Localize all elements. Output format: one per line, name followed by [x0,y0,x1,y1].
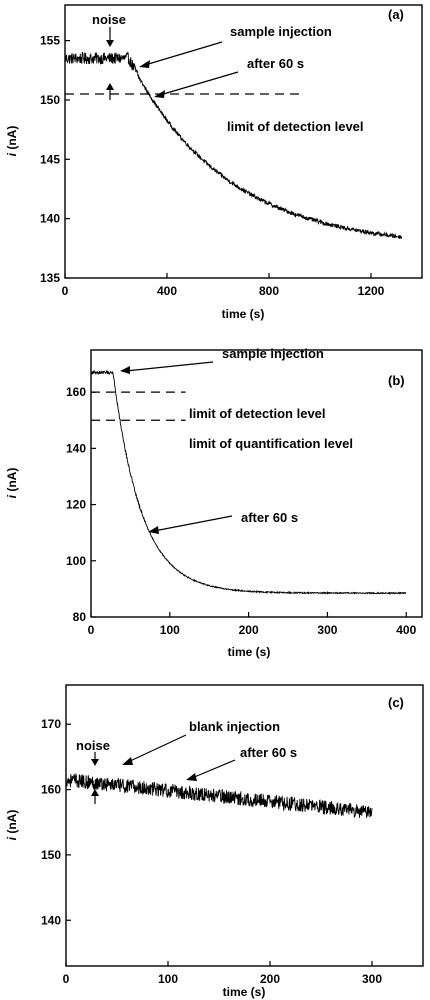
panel-a-noise-arrows [106,27,114,100]
panel-c-after60-arrowhead [186,773,197,781]
panel-a-xtick-label: 0 [62,284,69,298]
panel-b-ytick-label: 80 [73,610,87,624]
panel-b-ylabel-i: i [5,494,19,498]
panel-c-ylabel-i: i [5,836,19,840]
panel-b-ylabel: i (nA) [5,468,19,499]
panel-c-frame [65,684,424,967]
panel-a-injection-label: sample injection [230,24,332,39]
panel-c-noise-arrowhead-top [91,759,99,766]
panel-a-noise-arrowhead-bottom [106,83,114,90]
panel-b-injection-arrowhead [120,366,130,374]
panel-a-injection-arrow [144,41,223,66]
panel-c-xtick-label: 200 [260,972,280,986]
panel-a-after60-arrow [159,71,239,96]
panel-b-after60-label: after 60 s [241,510,298,525]
panel-a-ytick-label: 155 [40,34,60,48]
panel-a-lod-label: limit of detection level [227,119,364,134]
panel-b-xlabel: time (s) [228,645,271,659]
panel-a-trace [64,51,403,240]
panel-b-ytick-label: 140 [66,441,86,455]
panel-a-after60-arrowhead [154,90,165,98]
panel-c-noise-label: noise [76,738,110,753]
panel-b-frame [90,349,423,618]
panel-b-after60-arrow [153,515,233,532]
panel-a-ytick-label: 140 [40,212,60,226]
panel-c-after60-arrow [191,759,236,779]
panel-c-xtick-label: 100 [158,972,178,986]
panel-a-ytick-label: 150 [40,93,60,107]
panel-c-blank-arrow [127,734,187,763]
panel-b-ylabel-unit: (nA) [5,468,19,495]
panel-a-noise-arrowhead-top [106,40,114,47]
panel-b-ytick-label: 100 [66,554,86,568]
panel-b-xtick-label: 0 [88,623,95,637]
panel-a-label: (a) [388,7,404,22]
panel-b-loq-label: limit of quantification level [189,436,353,451]
panel-c-xlabel: time (s) [223,985,266,999]
panel-c-ytick-label: 150 [41,848,61,862]
panel-c-label: (c) [388,695,404,710]
panel-b-trace [90,369,407,596]
panel-a-ylabel-unit: (nA) [5,126,19,153]
panel-a-xtick-label: 800 [259,284,279,298]
panel-b-after60-arrowhead [148,526,159,534]
panel-c-noise-arrowhead-bottom [91,789,99,796]
panel-a-injection-arrowhead [139,60,150,68]
panel-c-ytick-label: 160 [41,783,61,797]
panel-c-after60-label: after 60 s [240,745,297,760]
panel-b-injection-arrow [125,361,214,372]
panel-c-ylabel-unit: (nA) [5,810,19,837]
panel-a-xtick-label: 400 [157,284,177,298]
panel-c-blank-label: blank injection [189,719,280,734]
panel-a-ylabel: i (nA) [5,126,19,157]
panel-a-ytick-label: 135 [40,271,60,285]
panel-c-ytick-label: 140 [41,913,61,927]
panel-b-xtick-label: 100 [160,623,180,637]
panel-b-ytick-label: 160 [66,385,86,399]
panel-b-xtick-label: 400 [396,623,416,637]
panel-c-ylabel: i (nA) [5,810,19,841]
panel-a-after60-label: after 60 s [247,56,304,71]
panel-a-noise-label: noise [92,12,126,27]
panel-c-noise-arrows [91,752,99,804]
panel-a-ytick-label: 145 [40,152,60,166]
panel-b-injection-label: sample injection [222,346,324,361]
panel-a-xlabel: time (s) [222,307,265,321]
panel-b-xtick-label: 300 [317,623,337,637]
panel-b-label: (b) [388,373,405,388]
panel-c-trace [65,772,373,818]
panel-c-ytick-label: 170 [41,717,61,731]
panel-c-blank-arrowhead [122,757,133,765]
panel-a-frame [64,4,423,279]
panel-b-xtick-label: 200 [239,623,259,637]
panel-c-xtick-label: 0 [63,972,70,986]
panel-c: (c) 0 100 200 300 140 150 160 170 time (s) i (n… [5,684,424,999]
panel-a-xtick-label: 1200 [358,284,385,298]
panel-b-lod-label: limit of detection level [189,406,326,421]
panel-c-xtick-label: 300 [362,972,382,986]
panel-a-ylabel-i: i [5,152,19,156]
panel-b: (b) 0 100 200 300 400 80 100 120 140 160 time (s)… [5,346,423,659]
panel-b-ytick-label: 120 [66,498,86,512]
